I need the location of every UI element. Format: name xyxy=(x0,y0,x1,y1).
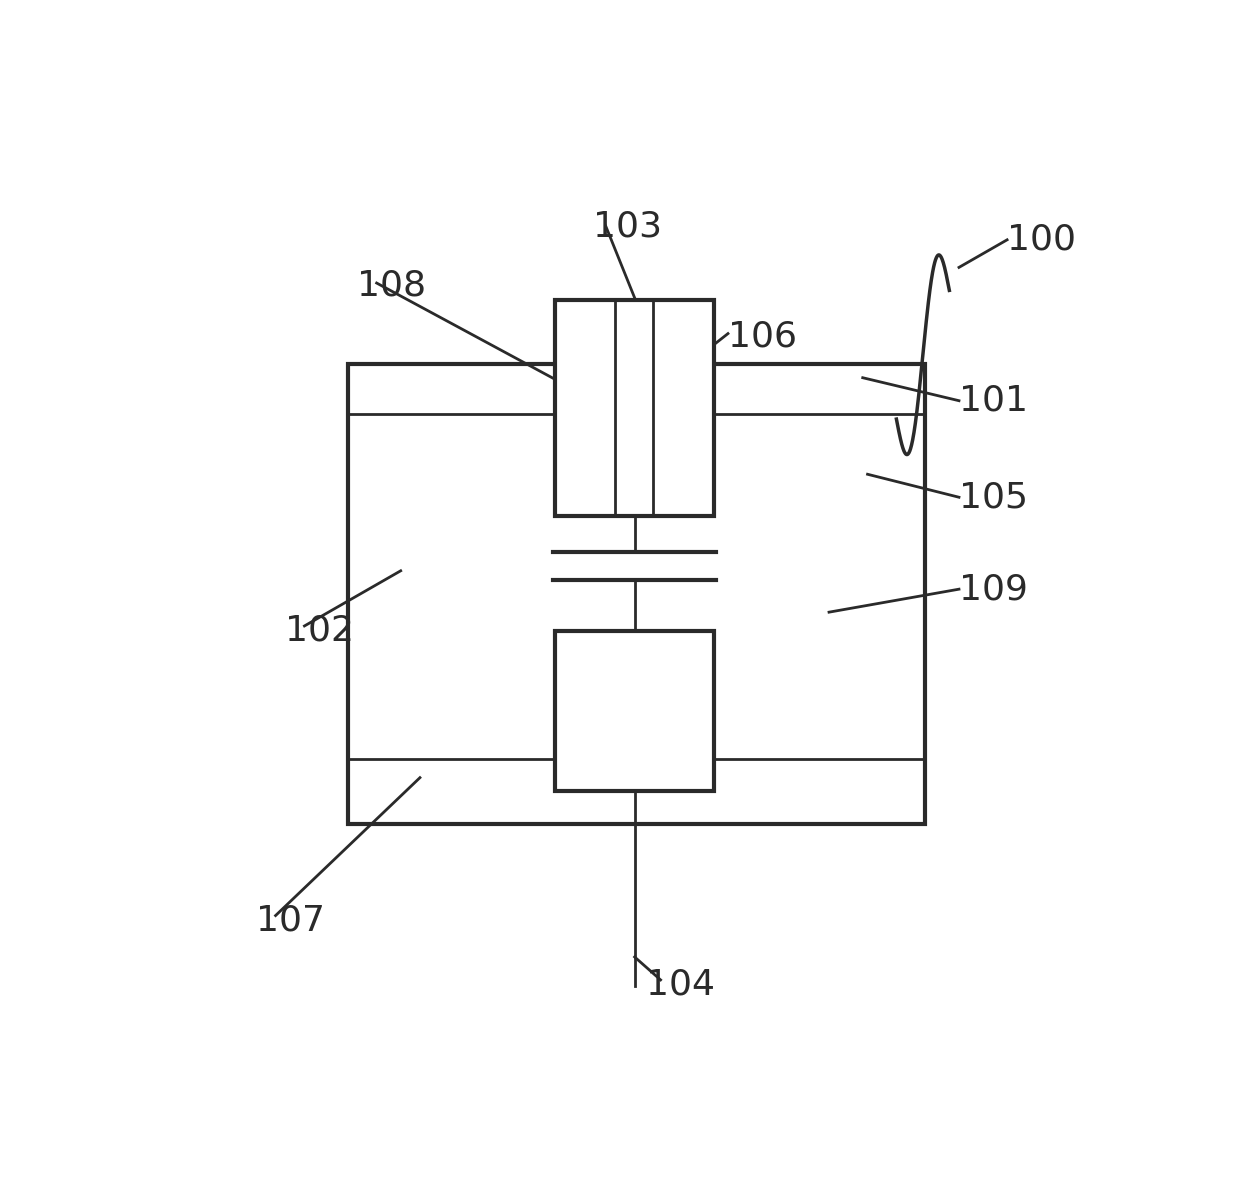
Text: 104: 104 xyxy=(646,967,715,1002)
Text: 102: 102 xyxy=(286,614,354,647)
Text: 101: 101 xyxy=(959,383,1028,418)
Text: 106: 106 xyxy=(728,319,797,353)
Bar xyxy=(555,300,713,516)
Text: 107: 107 xyxy=(256,903,325,937)
Bar xyxy=(555,630,713,792)
Text: 100: 100 xyxy=(1007,223,1076,257)
Text: 105: 105 xyxy=(959,480,1028,515)
Text: 109: 109 xyxy=(959,572,1028,607)
Bar xyxy=(348,364,925,824)
Text: 108: 108 xyxy=(358,269,426,303)
Text: 103: 103 xyxy=(594,209,662,244)
